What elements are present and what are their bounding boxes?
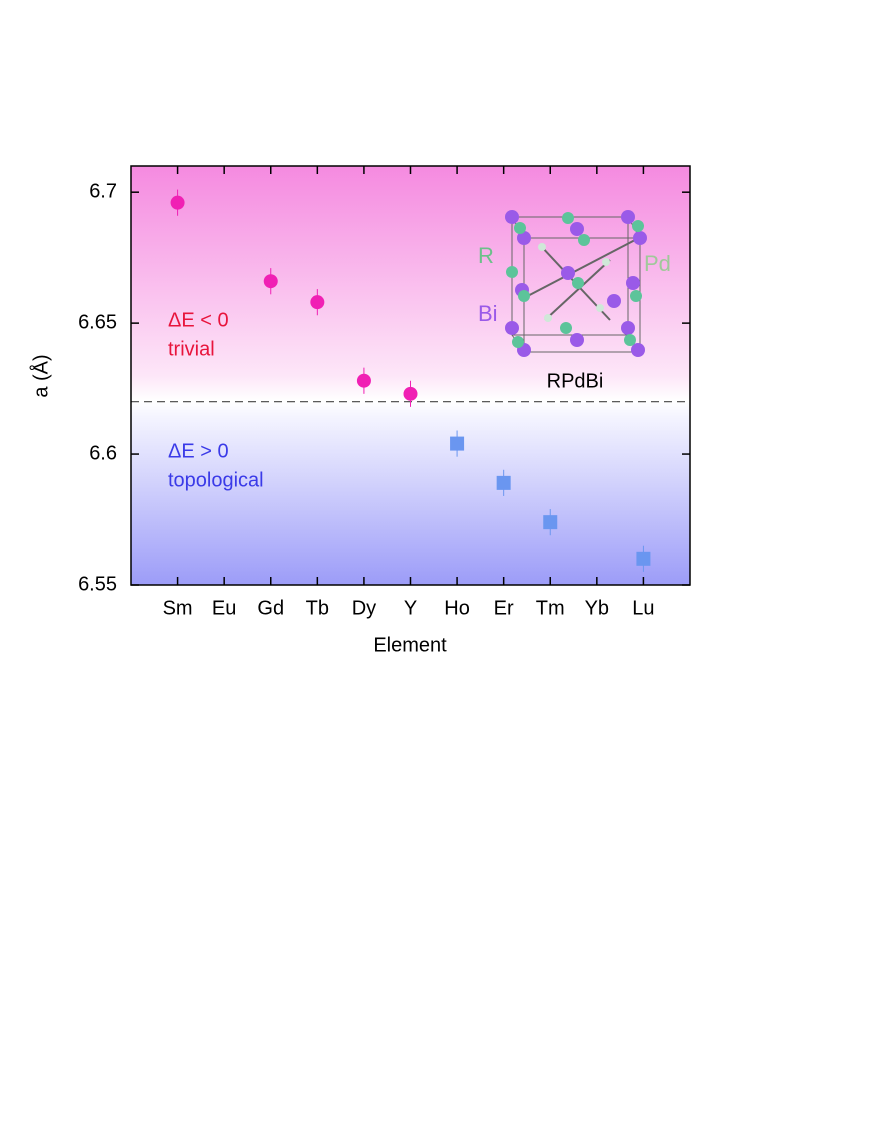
annotation: R [478,243,494,268]
y-tick-label: 6.65 [78,311,117,333]
point [356,373,371,388]
plot: 6.55 6.6 6.65 6.7 Sm Eu Gd Tb Dy Y Ho Er Tm Yb Lu ΔE < … [78,165,691,619]
x-tick-label: Y [404,597,417,619]
point [170,195,185,210]
point [450,436,465,451]
point [403,386,418,401]
x-tick-label: Gd [257,597,284,619]
point [310,295,325,310]
point [543,515,558,530]
annotation: Pd [644,251,671,276]
x-tick-label: Sm [163,597,193,619]
x-tick-label: Yb [585,597,609,619]
annotation: RPdBi [547,370,604,392]
x-tick-label: Dy [352,597,376,619]
x-tick-label: Er [494,597,514,619]
x-tick-label: Tm [536,597,565,619]
x-tick-label: Ho [444,597,470,619]
plot-background [131,166,690,585]
annotation: topological [168,469,264,491]
plot-frame [130,165,691,586]
x-tick-label: Tb [306,597,329,619]
crystal-structure [505,210,647,357]
annotation: ΔE > 0 [168,440,229,462]
y-axis-label: a (Å) [29,354,52,397]
x-tick-label: Lu [632,597,654,619]
x-axis-label: Element [373,634,447,656]
annotation: Bi [478,301,498,326]
x-tick-label: Eu [212,597,236,619]
y-tick-label: 6.55 [78,573,117,595]
annotation: ΔE < 0 [168,309,229,331]
point [496,475,511,490]
y-tick-label: 6.6 [89,442,117,464]
annotation: trivial [168,338,215,360]
y-tick-label: 6.7 [89,180,117,202]
point [263,274,278,289]
point [636,551,651,566]
